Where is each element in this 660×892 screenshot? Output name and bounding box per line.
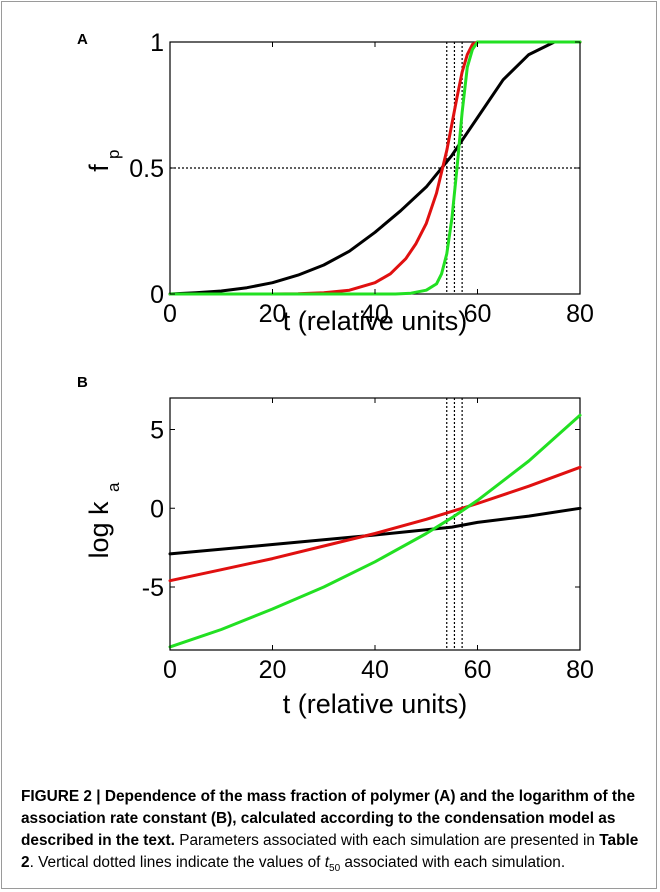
panel-b-ticks: 0 20 40 60 80 5 0 -5: [142, 398, 594, 684]
panel-a-ytick-label-2: 1: [150, 29, 164, 57]
panel-a-xtick-label-3: 60: [464, 300, 492, 328]
panel-b-xtick-label-2: 40: [361, 656, 389, 684]
panel-b-series-0: [168, 506, 582, 556]
panel-a-series: [168, 40, 582, 296]
caption-t-subscript: 50: [329, 863, 341, 875]
panel-b-ylabel-main: log k: [84, 501, 114, 559]
figure-caption: FIGURE 2 | Dependence of the mass fracti…: [21, 786, 646, 880]
caption-title: FIGURE 2 | Dependence of the mass fracti…: [21, 788, 636, 849]
panel-a-ytick-label-0: 0: [150, 281, 164, 309]
panel-b-ytick-label-0: 5: [150, 417, 164, 445]
panel-a-series-2: [168, 40, 582, 296]
caption-table-ref: Table 2: [21, 832, 639, 871]
panel-a-xtick-label-0: 0: [163, 300, 177, 328]
caption-text-2: . Vertical dotted lines indicate the val…: [29, 854, 325, 871]
panel-b-ytick-label-1: 0: [150, 495, 164, 523]
caption-text-1: Parameters associated with each simulati…: [174, 832, 600, 849]
panel-b-plot-frame: [169, 397, 581, 651]
panel-a-letter: A: [77, 31, 88, 48]
panel-b-xtick-label-4: 80: [566, 656, 594, 684]
panel-a-series-0: [168, 40, 582, 296]
panel-a-ticks: 0 20 40 60 80 0 0.5 1: [129, 29, 594, 328]
panel-a-xtick-label-4: 80: [566, 300, 594, 328]
panel-a-xtick-label-2: 40: [361, 300, 389, 328]
panel-b-xtick-label-3: 60: [464, 656, 492, 684]
panel-b: B 0 20 40 60 80 5 0 -5 t (relative units) log k…: [77, 374, 594, 719]
panel-b-xtick-label-1: 20: [259, 656, 287, 684]
panel-b-letter: B: [77, 374, 88, 391]
panel-b-xtick-label-0: 0: [163, 656, 177, 684]
panel-b-series: [168, 398, 582, 650]
panel-a-ytick-label-1: 0.5: [129, 155, 164, 183]
caption-text-3: associated with each simulation.: [340, 854, 566, 871]
panel-a-xtick-label-1: 20: [259, 300, 287, 328]
panel-a-ylabel: f p: [84, 150, 123, 172]
panel-a: A 0 20 40 60 80 0 0.5 1 t (relative units) f p: [77, 29, 594, 336]
panel-b-series-1: [168, 465, 582, 583]
panel-b-ylabel-sub: a: [104, 482, 123, 492]
panel-b-ylabel: log k a: [84, 482, 123, 559]
panel-a-ylabel-sub: p: [104, 150, 123, 159]
panel-b-xlabel: t (relative units): [283, 689, 468, 719]
panel-a-ylabel-main: f: [84, 164, 114, 172]
panel-b-ytick-label-2: -5: [142, 574, 164, 602]
panel-a-xlabel: t (relative units): [283, 306, 468, 336]
caption-t-symbol: t: [324, 854, 330, 871]
panel-b-series-2: [168, 413, 582, 649]
